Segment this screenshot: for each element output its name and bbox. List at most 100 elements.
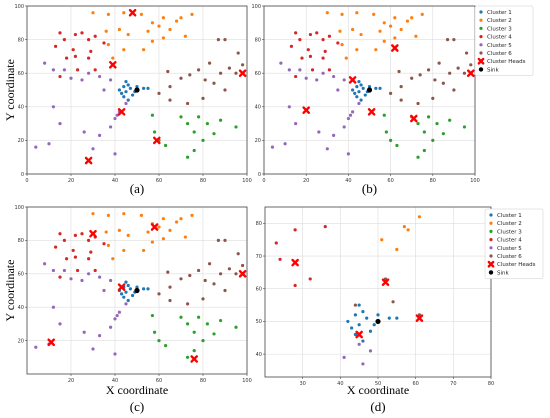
point-cluster3-7 [435,122,439,126]
y-tick-label-4: 80 [256,221,262,227]
point-cluster6-6 [227,267,231,271]
legend-box [474,5,534,76]
point-cluster2-3 [139,12,143,16]
point-cluster6-19 [464,51,469,55]
point-cluster5-2 [62,68,66,72]
cluster-head-0 [89,229,97,238]
cluster-head-3 [355,330,363,339]
x-tick-label-5: 100 [242,178,252,184]
point-cluster1-6 [135,85,139,89]
cluster-head-0-stroke-b [89,229,97,238]
point-cluster4-1 [62,238,66,242]
point-cluster4-8 [65,257,69,261]
legend-label-2: Cluster 3 [497,229,522,235]
point-cluster2-6 [161,16,165,20]
x-tick-label-0: 30 [299,381,305,387]
point-cluster3-13 [462,125,467,129]
point-cluster6-10 [433,78,437,82]
point-cluster2-5 [389,24,393,28]
point-cluster1-8 [359,98,363,102]
x-tick-label-0: 20 [68,378,74,384]
point-cluster5-9 [51,105,56,109]
point-cluster2-0 [91,212,95,216]
point-cluster3-4 [186,122,190,126]
point-cluster3-8 [441,132,445,136]
point-cluster2-1 [106,12,110,16]
point-cluster4-1 [298,38,302,42]
point-cluster5-2 [62,268,66,273]
panel-label: (d) [370,399,385,414]
point-cluster2-3 [395,247,399,252]
point-cluster5-8 [102,288,106,293]
legend-marker-cluster6 [489,254,493,258]
cluster-head-0-stroke-b [391,44,399,52]
point-cluster2-1 [417,215,422,219]
point-cluster2-19 [111,257,115,261]
cluster-head-1 [108,61,117,69]
point-cluster2-11 [146,230,150,234]
point-cluster6-17 [223,288,227,293]
point-cluster2-15 [117,228,121,232]
point-cluster2-14 [338,29,342,33]
point-cluster3-7 [205,122,209,126]
point-cluster4-11 [89,250,93,254]
y-axis-label: Y coordinate [3,260,17,322]
point-cluster2-6 [161,217,165,221]
point-cluster4-5 [87,238,91,242]
point-cluster5-19 [270,145,275,149]
point-cluster2-18 [122,48,126,52]
legend-marker-cluster2 [479,18,483,22]
point-cluster4-4 [315,31,319,35]
point-cluster1-10 [374,86,378,90]
x-tick-label-5: 80 [488,381,494,387]
point-cluster6-11 [212,282,216,286]
legend-label-0: Cluster 1 [487,10,512,16]
point-cluster2-14 [104,230,108,234]
point-cluster1-7 [122,95,126,99]
cluster-head-5 [466,69,475,78]
point-cluster3-12 [219,318,223,323]
legend-label-1: Cluster 2 [497,221,522,227]
point-cluster1-4 [365,316,369,320]
cluster-head-0 [128,8,137,17]
point-cluster6-3 [353,303,357,307]
point-cluster3-4 [416,122,420,126]
point-cluster1-0 [122,85,126,89]
point-cluster5-0 [279,61,283,65]
point-cluster6-3 [197,68,201,72]
point-cluster6-17 [223,88,227,92]
point-cluster2-10 [420,12,424,16]
point-cluster6-10 [203,278,207,283]
point-cluster3-4 [186,322,190,326]
point-cluster3-2 [395,143,399,148]
point-cluster2-9 [179,16,183,20]
point-cluster4-0 [274,241,278,245]
point-cluster2-0 [91,11,95,15]
point-cluster6-0 [166,270,170,274]
point-cluster4-5 [87,38,91,42]
cluster-head-2-stroke-b [117,283,126,291]
cluster-head-5 [238,270,247,278]
point-cluster1-7 [122,295,126,299]
x-tick-label-3: 60 [156,178,162,184]
cluster-head-5-stroke-b [238,270,247,278]
cluster-head-2 [367,108,376,116]
legend-marker-sink [488,270,494,275]
legend-label-6: Cluster Heads [497,262,536,268]
point-cluster1-6 [367,85,372,89]
point-cluster6-18 [241,263,245,268]
point-cluster4-1 [293,228,297,232]
point-cluster6-13 [157,292,161,296]
point-cluster6-5 [448,71,452,75]
point-cluster3-14 [150,113,154,117]
point-cluster2-9 [410,16,414,20]
x-tick-label-4: 70 [450,381,456,387]
point-cluster5-10 [58,122,62,126]
point-cluster2-10 [190,213,194,217]
y-tick-label-4: 100 [14,205,24,211]
y-tick-label-1: 20 [255,138,261,144]
point-cluster5-4 [315,78,319,82]
point-cluster5-8 [336,88,340,92]
legend-marker-cluster3 [489,229,493,233]
point-cluster1-2 [359,83,363,87]
